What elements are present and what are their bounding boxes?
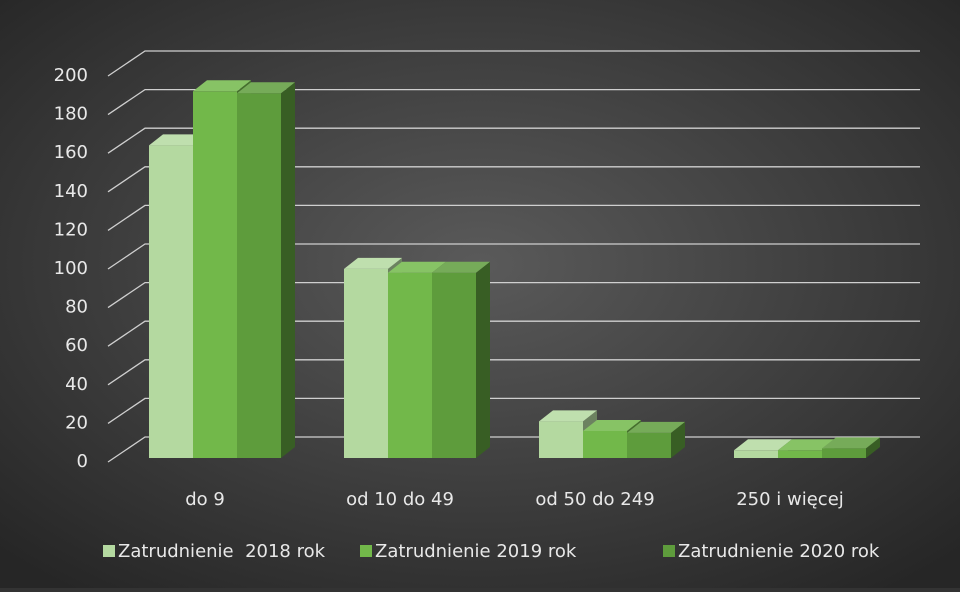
y-tick-label: 140: [54, 181, 88, 202]
y-tick-label: 0: [77, 451, 88, 472]
y-tick-label: 200: [54, 65, 88, 86]
grid-line: [107, 166, 920, 193]
x-tick-label: od 10 do 49: [346, 489, 454, 510]
bar-top: [237, 82, 295, 94]
grid-line: [107, 243, 920, 270]
grid-line: [107, 397, 920, 424]
x-tick-label: do 9: [185, 489, 225, 510]
grid-line: [107, 88, 920, 116]
bar-side: [671, 421, 685, 458]
y-tick-label: 180: [54, 104, 88, 125]
y-tick-label: 120: [54, 219, 88, 240]
bar: [539, 421, 583, 458]
bar: [627, 432, 671, 458]
bar: [237, 93, 281, 458]
grid-line: [107, 127, 920, 154]
y-tick-label: 40: [65, 374, 88, 395]
grid-line: [107, 50, 920, 77]
bar: [344, 268, 388, 458]
bar: [734, 450, 778, 458]
bar-side: [281, 82, 295, 458]
y-tick-label: 100: [54, 258, 88, 279]
legend-swatch: [663, 545, 675, 557]
y-tick-label: 160: [54, 142, 88, 163]
bar-side: [476, 261, 490, 458]
bar-top: [388, 261, 446, 273]
bar-top: [583, 419, 641, 431]
bar-top: [344, 257, 402, 269]
bar-side: [866, 437, 880, 458]
bar: [432, 272, 476, 458]
x-tick-label: 250 i więcej: [736, 489, 844, 510]
legend-label: Zatrudnienie 2019 rok: [375, 541, 577, 562]
bar: [388, 272, 432, 458]
grid-line: [107, 204, 920, 231]
grid-line: [107, 320, 920, 347]
legend-label: Zatrudnienie 2020 rok: [678, 541, 880, 562]
bar-top: [539, 410, 597, 422]
bar: [149, 145, 193, 458]
bar: [822, 448, 866, 458]
bar-top: [822, 437, 880, 449]
grid-line: [107, 281, 920, 309]
bar-top: [627, 421, 685, 433]
bar-top: [193, 80, 251, 92]
y-tick-label: 80: [65, 297, 88, 318]
y-tick-label: 20: [65, 412, 88, 433]
grid-line: [107, 359, 920, 386]
bar-top: [778, 439, 836, 451]
legend-swatch: [360, 545, 372, 557]
bar: [778, 450, 822, 458]
bar-top: [149, 134, 207, 146]
bar-top: [734, 439, 792, 451]
bar: [583, 430, 627, 458]
x-tick-label: od 50 do 249: [535, 489, 654, 510]
legend-label: Zatrudnienie 2018 rok: [118, 541, 326, 562]
y-tick-label: 60: [65, 335, 88, 356]
legend-swatch: [103, 545, 115, 557]
bar: [193, 91, 237, 459]
bar-top: [432, 261, 490, 273]
